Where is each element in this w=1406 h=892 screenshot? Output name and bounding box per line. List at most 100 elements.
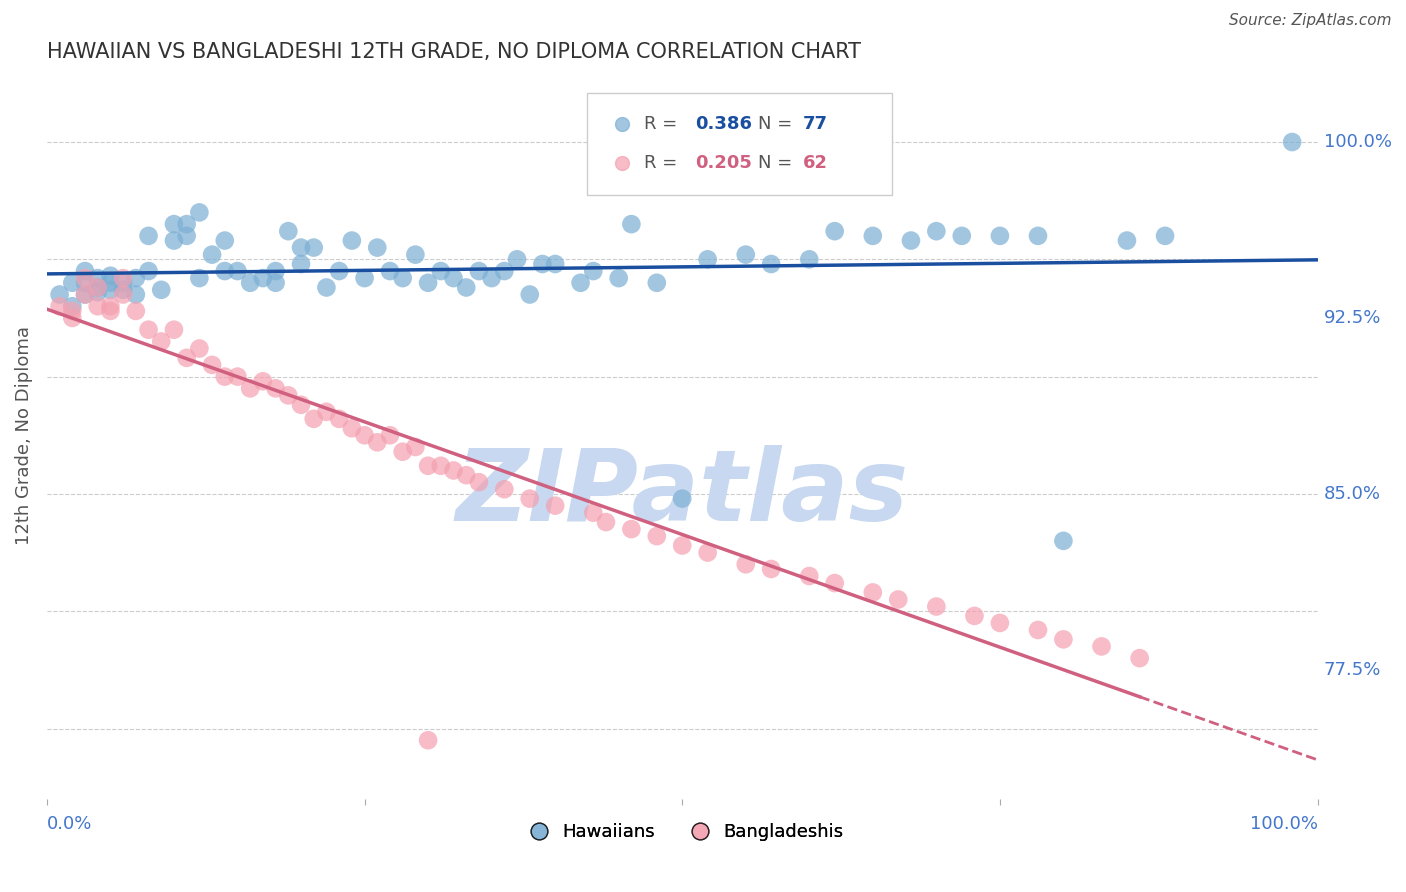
Hawaiians [582,264,605,278]
Text: R =: R = [644,115,683,133]
Hawaiians [1052,533,1074,548]
Bangladeshis [430,458,453,473]
Hawaiians [404,247,426,261]
Hawaiians [925,224,948,238]
Hawaiians [86,280,108,294]
Bangladeshis [1129,651,1152,665]
Bangladeshis [582,506,605,520]
Hawaiians [73,264,96,278]
Bangladeshis [1052,632,1074,647]
Bangladeshis [824,576,846,591]
Hawaiians [176,217,198,231]
Hawaiians [506,252,529,267]
Hawaiians [73,287,96,301]
Bangladeshis [150,334,173,349]
Text: ZIPatlas: ZIPatlas [456,445,908,542]
Hawaiians [188,271,211,285]
Bangladeshis [100,299,122,313]
Text: R =: R = [644,153,683,171]
Bangladeshis [163,323,186,337]
Bangladeshis [86,299,108,313]
Hawaiians [100,268,122,283]
Text: 0.386: 0.386 [695,115,752,133]
Bangladeshis [696,545,718,559]
Text: 0.0%: 0.0% [46,815,93,833]
Hawaiians [302,241,325,255]
Bangladeshis [328,412,350,426]
Text: 77: 77 [803,115,828,133]
Hawaiians [824,224,846,238]
Bangladeshis [988,615,1011,630]
Bangladeshis [86,280,108,294]
Hawaiians [1026,228,1049,243]
Hawaiians [734,247,756,261]
Hawaiians [112,276,135,290]
Bangladeshis [404,440,426,454]
Hawaiians [607,271,630,285]
Hawaiians [176,228,198,243]
Text: HAWAIIAN VS BANGLADESHI 12TH GRADE, NO DIPLOMA CORRELATION CHART: HAWAIIAN VS BANGLADESHI 12TH GRADE, NO D… [46,42,860,62]
Hawaiians [125,287,148,301]
Hawaiians [569,276,592,290]
Y-axis label: 12th Grade, No Diploma: 12th Grade, No Diploma [15,326,32,545]
Hawaiians [378,264,401,278]
Bangladeshis [239,381,262,395]
Hawaiians [188,205,211,219]
Bangladeshis [60,304,83,318]
Bangladeshis [188,342,211,356]
Hawaiians [900,234,922,248]
Hawaiians [125,271,148,285]
Hawaiians [290,241,312,255]
Hawaiians [48,287,70,301]
Bangladeshis [214,369,236,384]
Bangladeshis [73,271,96,285]
Bangladeshis [100,304,122,318]
Bangladeshis [963,608,986,623]
Hawaiians [494,264,516,278]
Bangladeshis [759,562,782,576]
Text: 62: 62 [803,153,828,171]
Hawaiians [366,241,388,255]
Hawaiians [277,224,299,238]
Bangladeshis [887,592,910,607]
Hawaiians [73,276,96,290]
Bangladeshis [264,381,287,395]
Bangladeshis [73,287,96,301]
Bangladeshis [277,388,299,402]
Bangladeshis [391,444,413,458]
Hawaiians [340,234,363,248]
Hawaiians [1116,234,1139,248]
Bangladeshis [112,271,135,285]
Text: 85.0%: 85.0% [1324,485,1381,503]
Hawaiians [214,264,236,278]
Bangladeshis [799,569,821,583]
Bangladeshis [201,358,224,372]
Bangladeshis [1090,640,1112,654]
Bangladeshis [252,374,274,388]
Hawaiians [60,276,83,290]
Hawaiians [100,276,122,290]
Bangladeshis [138,323,160,337]
Hawaiians [226,264,249,278]
Bangladeshis [620,522,643,536]
Bangladeshis [366,435,388,450]
Hawaiians [163,234,186,248]
Hawaiians [112,283,135,297]
Hawaiians [315,280,337,294]
Bangladeshis [416,733,439,747]
Hawaiians [252,271,274,285]
Hawaiians [138,228,160,243]
Hawaiians [239,276,262,290]
Text: N =: N = [758,115,799,133]
Hawaiians [799,252,821,267]
Bangladeshis [544,499,567,513]
Hawaiians [671,491,693,506]
Hawaiians [201,247,224,261]
Bangladeshis [862,585,884,599]
Bangladeshis [226,369,249,384]
Bangladeshis [340,421,363,435]
Text: N =: N = [758,153,799,171]
Hawaiians [163,217,186,231]
Bangladeshis [315,405,337,419]
Hawaiians [328,264,350,278]
